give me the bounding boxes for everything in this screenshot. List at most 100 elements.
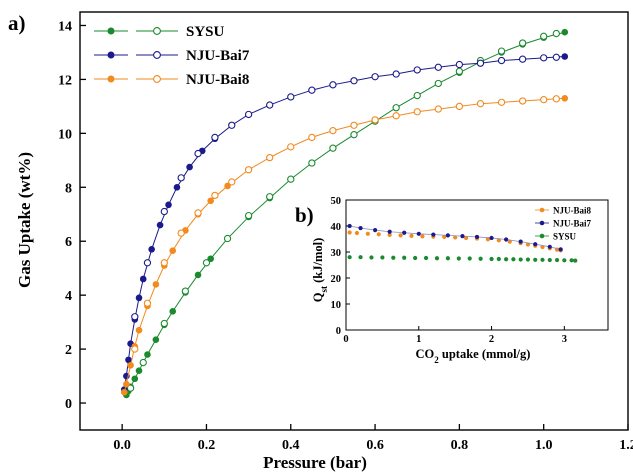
data-point-nju-bai8-desorption [329, 127, 337, 135]
data-point-nju-bai7-desorption [540, 54, 548, 62]
inset-data-point-nju-bai8 [453, 235, 458, 240]
inset-y-tick-label: 30 [331, 248, 342, 259]
data-point-sysu-desorption [202, 259, 211, 267]
inset-data-point-sysu [562, 258, 567, 263]
data-point-nju-bai7-desorption [518, 55, 527, 63]
inset-data-point-nju-bai8 [376, 232, 381, 237]
data-point-nju-bai8-desorption [244, 166, 253, 174]
legend-entry-nju-bai7: NJU-Bai7 [94, 48, 250, 64]
legend-marker-filled [107, 75, 115, 83]
data-point-nju-bai7-desorption [455, 60, 464, 69]
inset-data-point-nju-bai7 [431, 232, 436, 237]
inset-x-label-suffix: uptake (mmol/g) [439, 347, 531, 361]
inset-data-point-sysu [496, 256, 501, 262]
data-point-sysu-desorption [160, 319, 168, 328]
inset-data-point-sysu [358, 255, 363, 260]
inset-data-point-nju-bai7 [558, 247, 563, 252]
inset-legend-marker [539, 220, 545, 226]
inset-y-label-prefix: Q [311, 292, 325, 302]
inset-legend: NJU-Bai8 NJU-Bai7 SYSU [535, 206, 591, 242]
data-point-nju-bai8-desorption [143, 299, 152, 307]
x-tick-label: 0.2 [198, 438, 216, 453]
data-point-nju-bai8-desorption [228, 178, 236, 186]
data-point-sysu-desorption [223, 234, 232, 243]
inset-data-point-sysu [518, 257, 523, 262]
data-point-nju-bai8-adsorption [127, 361, 134, 369]
data-point-nju-bai8-desorption [308, 133, 316, 142]
panel-label-b: b) [295, 203, 314, 227]
inset-legend-entry-nju-bai7: NJU-Bai7 [535, 219, 591, 229]
y-tick-label: 0 [65, 397, 72, 412]
y-tick-label: 8 [65, 181, 72, 196]
legend-marker-open [153, 51, 161, 59]
data-point-nju-bai8-desorption [518, 97, 527, 105]
data-point-nju-bai8-adsorption [152, 281, 160, 288]
main-plot: 0.00.20.40.60.81.01.202468101214 a) Pres… [8, 11, 633, 472]
x-tick-label: 0.6 [366, 438, 384, 453]
inset-data-point-nju-bai7 [387, 229, 392, 234]
inset-data-point-nju-bai7 [533, 242, 538, 247]
data-point-sysu-desorption [181, 287, 190, 295]
data-point-nju-bai7-desorption [497, 56, 506, 65]
inset-data-point-nju-bai7 [358, 225, 363, 231]
inset-legend-label-sysu: SYSU [553, 232, 577, 242]
inset-plot-frame [345, 199, 609, 331]
data-point-nju-bai8-desorption [211, 191, 219, 200]
data-point-sysu-desorption [287, 175, 295, 183]
inset-y-label-suffix: (kJ/mol) [311, 238, 325, 286]
data-point-sysu-adsorption [144, 351, 151, 358]
data-point-nju-bai8-adsorption [561, 94, 569, 102]
data-point-nju-bai8-desorption [371, 116, 379, 124]
inset-data-point-sysu [467, 256, 472, 261]
x-tick-label: 1.0 [535, 438, 553, 453]
inset-y-tick-label: 50 [331, 196, 342, 207]
data-point-nju-bai7-adsorption [186, 163, 193, 171]
data-point-nju-bai8-desorption [476, 100, 485, 108]
data-point-sysu-desorption [329, 144, 337, 152]
data-point-nju-bai7-desorption [434, 63, 442, 71]
inset-x-tick-label: 2 [489, 334, 494, 345]
data-point-nju-bai8-adsorption [207, 197, 214, 205]
data-point-nju-bai7-adsorption [125, 356, 132, 364]
series-nju-bai7 [120, 53, 569, 393]
x-tick-label: 0.8 [451, 438, 469, 453]
x-tick-label: 1.2 [619, 438, 633, 453]
data-point-sysu-desorption [244, 211, 253, 220]
inset-data-point-sysu [533, 257, 538, 262]
inset-data-point-sysu [554, 257, 560, 263]
inset-data-point-nju-bai8 [354, 230, 360, 236]
data-point-nju-bai8-desorption [413, 108, 421, 116]
main-axis-ticks: 0.00.20.40.60.81.01.202468101214 [58, 19, 633, 453]
inset-y-tick-label: 20 [331, 274, 342, 285]
data-point-sysu-adsorption [152, 336, 160, 343]
inset-data-point-nju-bai7 [347, 223, 352, 229]
data-point-sysu-desorption [266, 193, 274, 201]
legend-label-sysu: SYSU [186, 24, 225, 40]
data-point-sysu-desorption [552, 29, 560, 38]
inset-data-point-nju-bai7 [547, 244, 552, 249]
data-point-nju-bai8-adsorption [123, 380, 130, 388]
data-point-nju-bai7-adsorption [173, 183, 181, 191]
data-point-nju-bai8-desorption [266, 153, 274, 162]
data-point-nju-bai7-desorption [392, 70, 400, 78]
inset-x-tick-label: 0 [343, 334, 348, 345]
inset-data-point-sysu [391, 255, 396, 260]
y-tick-label: 10 [58, 127, 72, 142]
data-point-nju-bai7-desorption [160, 207, 168, 216]
inset-x-label-prefix: CO [416, 347, 435, 361]
legend-marker-filled [107, 51, 115, 59]
data-point-sysu-adsorption [169, 308, 177, 315]
inset-legend-marker [539, 207, 545, 213]
data-point-nju-bai7-desorption [143, 259, 152, 267]
inset-data-point-sysu [489, 256, 494, 262]
data-point-nju-bai8-desorption [434, 105, 442, 113]
data-point-nju-bai7-desorption [371, 73, 379, 81]
main-legend: SYSU NJU-Bai7 NJU-Bai8 [94, 24, 250, 88]
inset-legend-entry-sysu: SYSU [535, 232, 577, 242]
inset-data-point-nju-bai7 [460, 234, 465, 239]
data-point-sysu-desorption [497, 47, 506, 55]
data-point-sysu-desorption [455, 67, 464, 75]
data-point-nju-bai7-adsorption [156, 221, 164, 229]
inset-data-point-nju-bai8 [485, 237, 491, 242]
